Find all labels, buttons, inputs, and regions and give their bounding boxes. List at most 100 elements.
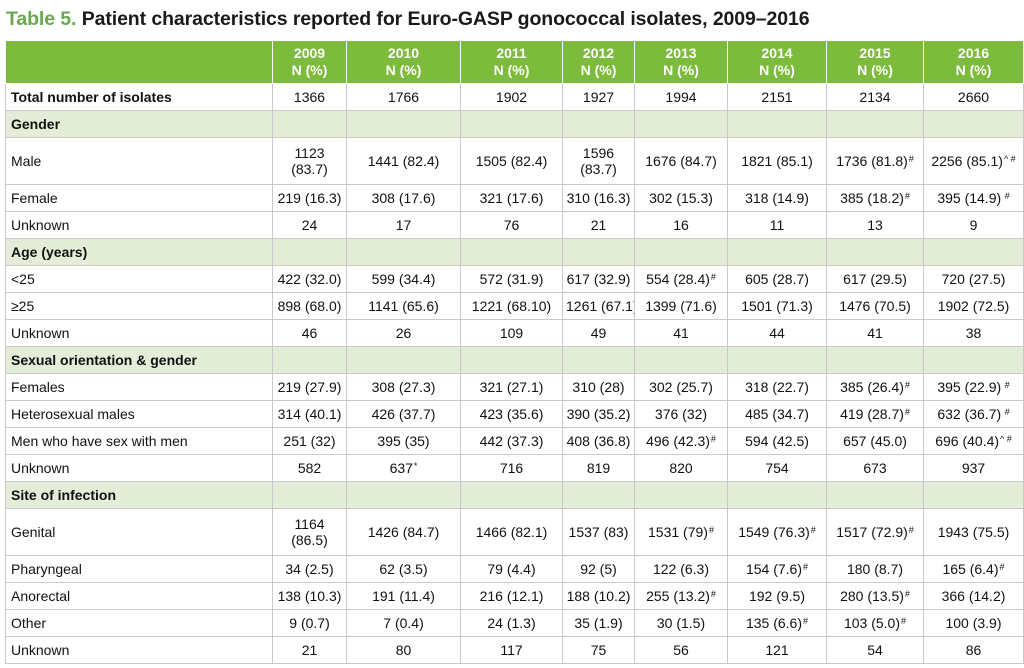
table-cell: 34 (2.5) <box>272 555 347 583</box>
table-cell: 390 (35.2) <box>562 400 635 428</box>
table-cell: 1596 (83.7) <box>562 137 635 185</box>
cell-value: 11 <box>769 217 785 233</box>
cell-value: 38 <box>965 325 982 341</box>
table-cell: 41 <box>634 319 728 347</box>
cell-value: 422 (32.0) <box>277 271 342 287</box>
unit-label: N (%) <box>955 62 992 78</box>
cell-value: 76 <box>503 217 520 233</box>
table-cell: 17 <box>346 211 461 239</box>
table-cell: 46 <box>272 319 347 347</box>
cell-footnote-mark: # <box>1002 407 1010 417</box>
cell-value: 165 (6.4) <box>942 561 999 577</box>
table-cell: 422 (32.0) <box>272 265 347 293</box>
unit-label: N (%) <box>580 62 617 78</box>
table-cell: 92 (5) <box>562 555 635 583</box>
cell-value: 496 (42.3) <box>646 433 710 449</box>
cell-value: 56 <box>673 642 689 658</box>
table-cell <box>826 238 924 266</box>
cell-value: 54 <box>867 642 883 658</box>
header-year: 2016 N (%) <box>923 40 1024 84</box>
table-row: Male 1123 (83.7) 1441 (82.4) 1505 (82.4) 159… <box>5 137 1024 185</box>
row-label: Genital <box>5 508 273 556</box>
table-cell: 657 (45.0) <box>826 427 924 455</box>
table-cell: 154 (7.6)# <box>727 555 827 583</box>
cell-value: 1902 <box>495 89 528 105</box>
cell-value: 395 (14.9) <box>937 190 1002 206</box>
table-cell: 192 (9.5) <box>727 582 827 610</box>
cell-footnote-mark: * <box>413 461 418 471</box>
table-cell: 122 (6.3) <box>634 555 728 583</box>
cell-value: 1501 (71.3) <box>741 298 813 314</box>
table-cell: 38 <box>923 319 1024 347</box>
cell-value: 1994 <box>665 89 697 105</box>
cell-value: 321 (17.6) <box>479 190 544 206</box>
cell-value: 395 (35) <box>377 433 430 449</box>
cell-footnote-mark: # <box>803 616 809 626</box>
table-cell: 86 <box>923 636 1024 664</box>
table-cell: 75 <box>562 636 635 664</box>
section-row: Gender <box>5 110 1024 138</box>
cell-value: 180 (8.7) <box>846 561 904 577</box>
cell-value: 442 (37.3) <box>479 433 544 449</box>
table-cell: 54 <box>826 636 924 664</box>
table-cell <box>346 481 461 509</box>
table-cell: 1531 (79)# <box>634 508 728 556</box>
table-cell: 76 <box>460 211 563 239</box>
cell-value: 390 (35.2) <box>566 406 631 422</box>
cell-value: 1366 <box>293 89 326 105</box>
table-cell <box>634 481 728 509</box>
table-cell: 937 <box>923 454 1024 482</box>
row-label: Females <box>5 373 273 401</box>
row-label: Pharyngeal <box>5 555 273 583</box>
section-row: Age (years) <box>5 238 1024 266</box>
table-cell: 605 (28.7) <box>727 265 827 293</box>
table-row: Unknown 46 26 109 49 41 44 41 38 <box>5 319 1024 347</box>
table-cell: 21 <box>562 211 635 239</box>
table-cell: 7 (0.4) <box>346 609 461 637</box>
cell-footnote-mark: ^ # <box>1000 434 1012 444</box>
patient-characteristics-table: 2009 N (%) 2010 N (%) 2011 N (%) 2012 N (%) … <box>5 40 1024 664</box>
table-cell: 49 <box>562 319 635 347</box>
cell-footnote-mark: ^ # <box>1003 154 1016 164</box>
table-cell: 496 (42.3)# <box>634 427 728 455</box>
table-cell: 308 (17.6) <box>346 184 461 212</box>
unit-label: N (%) <box>663 62 699 78</box>
table-cell: 180 (8.7) <box>826 555 924 583</box>
section-label: Site of infection <box>5 481 273 509</box>
section-label: Age (years) <box>5 238 273 266</box>
table-cell: 2151 <box>727 83 827 111</box>
table-row: Anorectal 138 (10.3) 191 (11.4) 216 (12.1) 1… <box>5 582 1024 610</box>
table-cell: 1902 <box>460 83 563 111</box>
cell-value: 80 <box>395 642 412 658</box>
table-cell: 395 (14.9) # <box>923 184 1024 212</box>
table-cell: 109 <box>460 319 563 347</box>
table-cell: 1927 <box>562 83 635 111</box>
table-cell: 280 (13.5)# <box>826 582 924 610</box>
table-cell: 79 (4.4) <box>460 555 563 583</box>
cell-value: 485 (34.7) <box>745 406 809 422</box>
table-cell <box>562 110 635 138</box>
cell-footnote-mark: # <box>710 589 716 599</box>
cell-value: 121 <box>765 642 789 658</box>
cell-footnote-mark: # <box>803 562 809 572</box>
year-label: 2010 <box>387 45 420 61</box>
cell-value: 13 <box>867 217 883 233</box>
table-cell <box>923 346 1024 374</box>
cell-footnote-mark: # <box>904 407 910 417</box>
cell-value: 632 (36.7) <box>937 406 1002 422</box>
table-cell: 219 (27.9) <box>272 373 347 401</box>
table-cell: 16 <box>634 211 728 239</box>
table-cell: 1766 <box>346 83 461 111</box>
table-cell: 1261 (67.1) <box>562 292 635 320</box>
cell-value: 100 (3.9) <box>945 615 1002 631</box>
cell-value: 1736 (81.8) <box>836 153 908 169</box>
row-label: Men who have sex with men <box>5 427 273 455</box>
cell-value: 26 <box>395 325 412 341</box>
cell-value: 366 (14.2) <box>941 588 1006 604</box>
cell-footnote-mark: # <box>904 380 910 390</box>
cell-footnote-mark: # <box>908 154 914 164</box>
table-cell <box>923 238 1024 266</box>
cell-value: 1531 (79) <box>648 524 708 540</box>
cell-value: 419 (28.7) <box>840 406 904 422</box>
cell-value: 308 (17.6) <box>371 190 436 206</box>
